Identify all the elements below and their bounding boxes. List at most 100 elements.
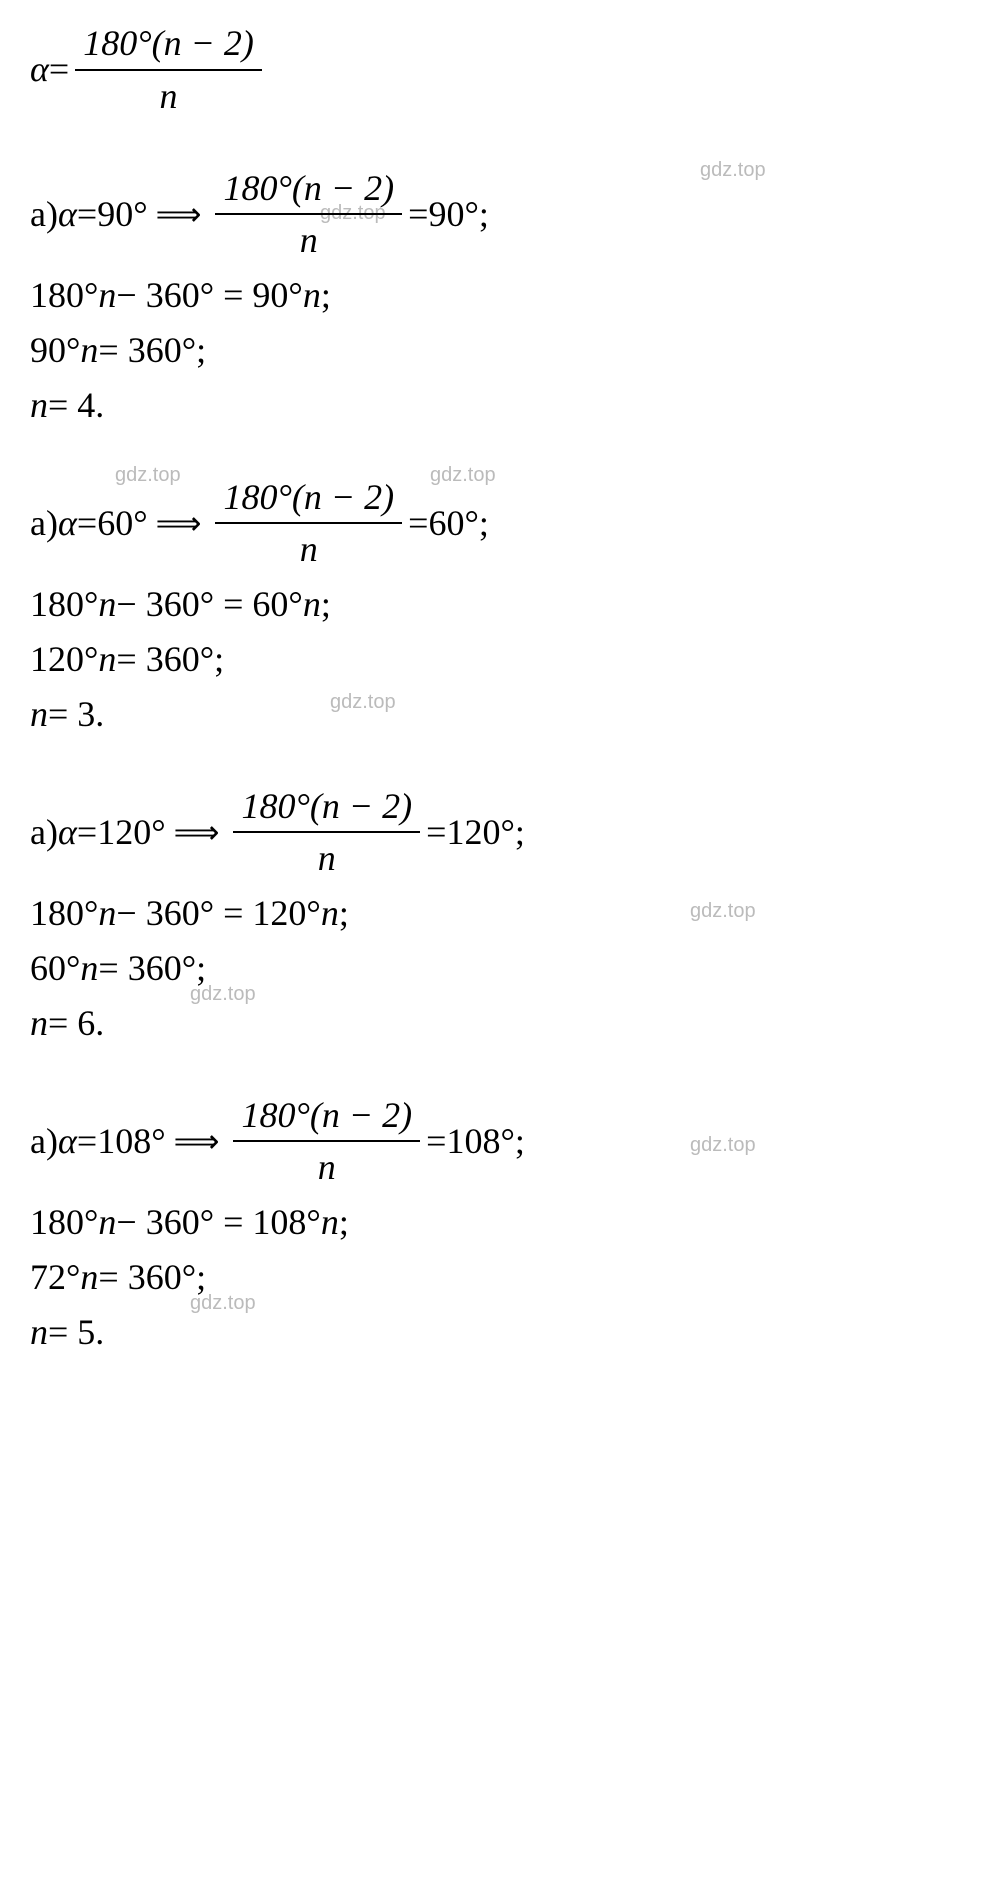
fraction: 180°(n − 2) n — [233, 783, 420, 883]
eq: = — [408, 500, 428, 547]
numerator: 180°(n − 2) — [215, 474, 402, 525]
text: 180° — [30, 890, 98, 937]
case-label: а) — [30, 500, 58, 547]
n-var: n — [98, 272, 116, 319]
alpha-value: 108° — [97, 1118, 165, 1165]
fraction: 180°(n − 2) n — [75, 20, 262, 120]
n-var: n — [98, 890, 116, 937]
alpha-var: α — [58, 1118, 77, 1165]
n-var: n — [80, 1254, 98, 1301]
case-line-2: 180° n − 360° = 120° n ; — [30, 890, 951, 937]
text: − 360° = 60° — [116, 581, 302, 628]
text: = 5. — [48, 1309, 104, 1356]
alpha-var: α — [58, 500, 77, 547]
text: = 360°; — [116, 636, 224, 683]
text: ; — [339, 1199, 349, 1246]
numerator: 180°(n − 2) — [233, 1092, 420, 1143]
eq: = — [426, 1118, 446, 1165]
denominator: n — [310, 833, 344, 882]
eq: = — [77, 191, 97, 238]
text: = 360°; — [98, 1254, 206, 1301]
n-var: n — [303, 581, 321, 628]
text: ; — [321, 581, 331, 628]
eq: = — [77, 809, 97, 856]
text: − 360° = 108° — [116, 1199, 320, 1246]
case-line-3: 60° n = 360°; — [30, 945, 951, 992]
text: = 360°; — [98, 945, 206, 992]
eq: = — [408, 191, 428, 238]
alpha-var: α — [58, 809, 77, 856]
denominator: n — [292, 215, 326, 264]
denominator: n — [310, 1142, 344, 1191]
case-line-4: n = 6. — [30, 1000, 951, 1047]
case-label: а) — [30, 191, 58, 238]
text: = 6. — [48, 1000, 104, 1047]
n-var: n — [80, 945, 98, 992]
rhs-value: 60°; — [428, 500, 488, 547]
n-var: n — [80, 327, 98, 374]
general-formula: α = 180°(n − 2) n — [30, 20, 951, 120]
implies-arrow: ⟹ — [174, 812, 220, 854]
case-120: gdz.top gdz.top а) α = 120° ⟹ 180°(n − 2… — [30, 783, 951, 1047]
n-var: n — [30, 382, 48, 429]
denominator: n — [152, 71, 186, 120]
fraction: 180°(n − 2) n — [215, 165, 402, 265]
case-line-2: 180° n − 360° = 108° n ; — [30, 1199, 951, 1246]
text: = 3. — [48, 691, 104, 738]
case-line-4: n = 3. — [30, 691, 951, 738]
numerator: 180°(n − 2) — [75, 20, 262, 71]
case-90: gdz.top gdz.top а) α = 90° ⟹ 180°(n − 2)… — [30, 165, 951, 429]
case-line-1: а) α = 60° ⟹ 180°(n − 2) n = 60°; — [30, 474, 951, 574]
text: 90° — [30, 327, 80, 374]
text: 180° — [30, 581, 98, 628]
case-line-1: а) α = 90° ⟹ 180°(n − 2) n = 90°; — [30, 165, 951, 265]
case-line-2: 180° n − 360° = 60° n ; — [30, 581, 951, 628]
case-line-1: а) α = 120° ⟹ 180°(n − 2) n = 120°; — [30, 783, 951, 883]
rhs-value: 120°; — [446, 809, 524, 856]
case-line-3: 120° n = 360°; — [30, 636, 951, 683]
implies-arrow: ⟹ — [174, 1121, 220, 1163]
case-line-3: 72° n = 360°; — [30, 1254, 951, 1301]
numerator: 180°(n − 2) — [215, 165, 402, 216]
eq: = — [77, 1118, 97, 1165]
text: − 360° = 120° — [116, 890, 320, 937]
text: 180° — [30, 272, 98, 319]
text: 72° — [30, 1254, 80, 1301]
equals: = — [49, 46, 69, 93]
alpha-var: α — [58, 191, 77, 238]
denominator: n — [292, 524, 326, 573]
n-var: n — [30, 1309, 48, 1356]
n-var: n — [98, 581, 116, 628]
n-var: n — [98, 1199, 116, 1246]
text: 180° — [30, 1199, 98, 1246]
alpha-value: 120° — [97, 809, 165, 856]
n-var: n — [321, 890, 339, 937]
text: 60° — [30, 945, 80, 992]
n-var: n — [30, 1000, 48, 1047]
eq: = — [77, 500, 97, 547]
fraction: 180°(n − 2) n — [215, 474, 402, 574]
case-108: gdz.top gdz.top а) α = 108° ⟹ 180°(n − 2… — [30, 1092, 951, 1356]
rhs-value: 108°; — [446, 1118, 524, 1165]
alpha-value: 60° — [97, 500, 147, 547]
text: ; — [339, 890, 349, 937]
case-line-3: 90° n = 360°; — [30, 327, 951, 374]
case-line-1: а) α = 108° ⟹ 180°(n − 2) n = 108°; — [30, 1092, 951, 1192]
numerator: 180°(n − 2) — [233, 783, 420, 834]
case-label: а) — [30, 809, 58, 856]
implies-arrow: ⟹ — [156, 194, 202, 236]
case-label: а) — [30, 1118, 58, 1165]
case-line-4: n = 4. — [30, 382, 951, 429]
text: − 360° = 90° — [116, 272, 302, 319]
fraction: 180°(n − 2) n — [233, 1092, 420, 1192]
text: 120° — [30, 636, 98, 683]
case-line-2: 180° n − 360° = 90° n ; — [30, 272, 951, 319]
case-60: gdz.top gdz.top gdz.top а) α = 60° ⟹ 180… — [30, 474, 951, 738]
n-var: n — [98, 636, 116, 683]
implies-arrow: ⟹ — [156, 503, 202, 545]
alpha-var: α — [30, 46, 49, 93]
text: ; — [321, 272, 331, 319]
n-var: n — [303, 272, 321, 319]
rhs-value: 90°; — [428, 191, 488, 238]
eq: = — [426, 809, 446, 856]
